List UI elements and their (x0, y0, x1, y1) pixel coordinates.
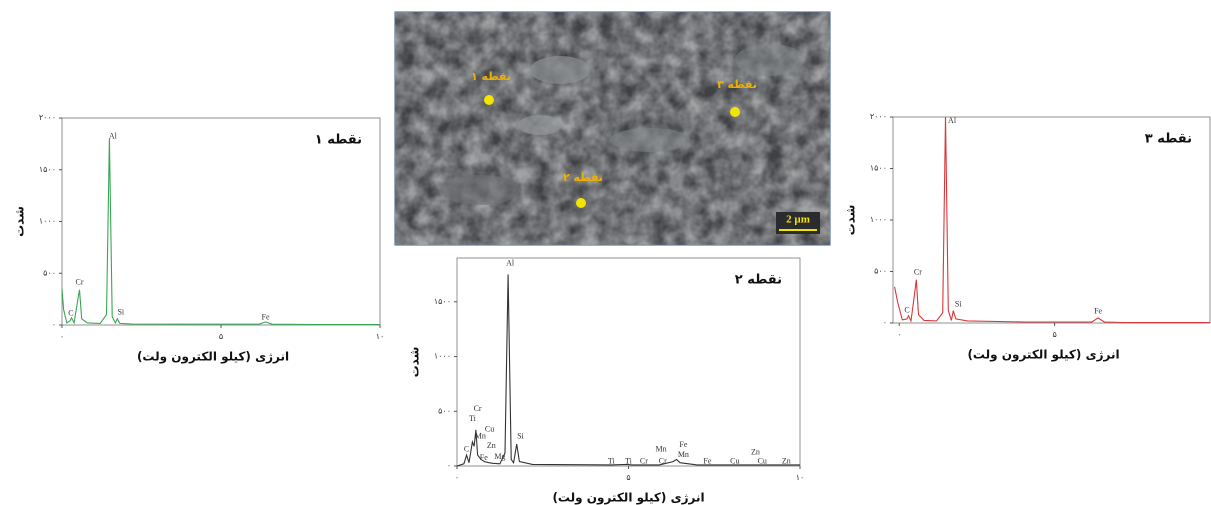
chart-title: نقطه ۲ (735, 273, 782, 288)
peak-label: Ti (608, 456, 616, 465)
x-tick-label: ۰ (897, 330, 901, 339)
y-tick-label: ۰ (883, 318, 887, 327)
point-label: نقطه ۲ (563, 171, 603, 184)
y-tick-label: ۱۰۰۰ (39, 217, 56, 226)
sem-particle (530, 56, 590, 84)
peak-label: Zn (751, 448, 760, 457)
y-tick-label: ۵۰۰ (43, 268, 56, 277)
peak-label: Cu (730, 456, 739, 465)
peak-label: C (68, 308, 73, 317)
y-axis-label: شدت (408, 347, 422, 378)
peak-label: C (904, 305, 909, 314)
peak-label: Fe (679, 440, 687, 449)
chart: ۰ ۵۰۰ ۱۰۰۰ ۱۵۰۰ ۲۰۰۰ ۰ ۵ C Cr Al Si Fe نقطه ۳ انرژی (… (844, 112, 1211, 363)
y-tick-label: ۱۵۰۰ (870, 164, 887, 173)
chart: ۰ ۵۰۰ ۱۰۰۰ ۱۵۰۰ ۲۰۰۰ ۰ ۵ ۱۰ C Cr Al Si Fe نقطه ۱ انرژی… (13, 113, 385, 365)
peak-label: Ti (625, 456, 633, 465)
peak-label: Al (506, 258, 515, 267)
y-tick-label: ۰ (447, 461, 451, 470)
sem-image: نقطه ۱ نقطه ۲ نقطه ۳ 2 µm (394, 11, 831, 246)
y-tick-label: ۱۰۰۰ (434, 352, 451, 361)
x-axis-label: انرژی (کیلو الکترون ولت) (137, 350, 289, 365)
peak-label: Al (109, 131, 118, 140)
x-tick-label: ۵ (1052, 330, 1056, 339)
sem-particle (440, 175, 520, 205)
peak-label: Al (948, 116, 957, 125)
x-tick-label: ۵ (626, 473, 630, 482)
peak-label: Mg (494, 452, 505, 461)
y-tick-label: ۲۰۰۰ (870, 112, 887, 121)
sem-particle (518, 115, 562, 135)
scale-bar-box (776, 212, 820, 234)
peak-label: Cr (640, 456, 648, 465)
point-label: نقطه ۳ (717, 78, 757, 91)
scale-bar-label: 2 µm (786, 214, 810, 226)
peak-label: Cr (75, 277, 83, 286)
peak-label: Si (955, 299, 962, 308)
peak-label: Mn (475, 431, 486, 440)
x-tick-label: ۵ (219, 332, 223, 341)
point-marker (730, 107, 740, 117)
point-marker (484, 95, 494, 105)
peak-label: Cu (758, 456, 767, 465)
peak-label: Cr (474, 404, 482, 413)
x-tick-label: ۱۰ (376, 332, 385, 341)
spectrum-line (61, 138, 380, 326)
y-tick-label: ۲۰۰۰ (39, 113, 56, 122)
peak-label: Si (117, 307, 124, 316)
y-tick-label: ۱۰۰۰ (870, 215, 887, 224)
peak-label: Fe (703, 456, 711, 465)
x-tick-label: ۰ (60, 332, 64, 341)
y-tick-label: ۰ (52, 320, 56, 329)
peak-label: Zn (487, 441, 496, 450)
chart-title: نقطه ۳ (1145, 132, 1192, 147)
y-tick-label: ۵۰۰ (874, 267, 887, 276)
x-tick-label: ۱۰ (796, 473, 805, 482)
peak-label: Fe (480, 453, 488, 462)
peak-label: Cr (914, 267, 922, 276)
y-axis-label: شدت (844, 205, 858, 236)
x-axis-label: انرژی (کیلو الکترون ولت) (967, 348, 1119, 363)
peak-label: Si (517, 431, 524, 440)
spectrum-line (456, 274, 800, 467)
peak-label: Cr (659, 456, 667, 465)
peak-label: Cu (485, 425, 494, 434)
plot-frame (892, 116, 1211, 324)
chart-title: نقطه ۱ (315, 133, 362, 148)
sem-particle (735, 44, 805, 76)
y-tick-label: ۱۵۰۰ (39, 165, 56, 174)
peak-label: Fe (262, 313, 270, 322)
point-label: نقطه ۱ (471, 70, 511, 83)
x-axis-label: انرژی (کیلو الکترون ولت) (552, 491, 704, 505)
y-tick-label: ۱۵۰۰ (434, 297, 451, 306)
y-axis-label: شدت (13, 206, 27, 237)
point-marker (576, 198, 586, 208)
peak-label: Ti (469, 414, 477, 423)
y-tick-label: ۵۰۰ (438, 406, 451, 415)
peak-label: C (464, 444, 469, 453)
peak-label: Zn (782, 456, 791, 465)
spectrum-line (894, 116, 1210, 324)
x-tick-label: ۰ (455, 473, 459, 482)
peak-label: Fe (1094, 306, 1102, 315)
peak-label: Mn (678, 450, 689, 459)
sem-particle (610, 128, 690, 152)
peak-label: Mn (656, 444, 667, 453)
